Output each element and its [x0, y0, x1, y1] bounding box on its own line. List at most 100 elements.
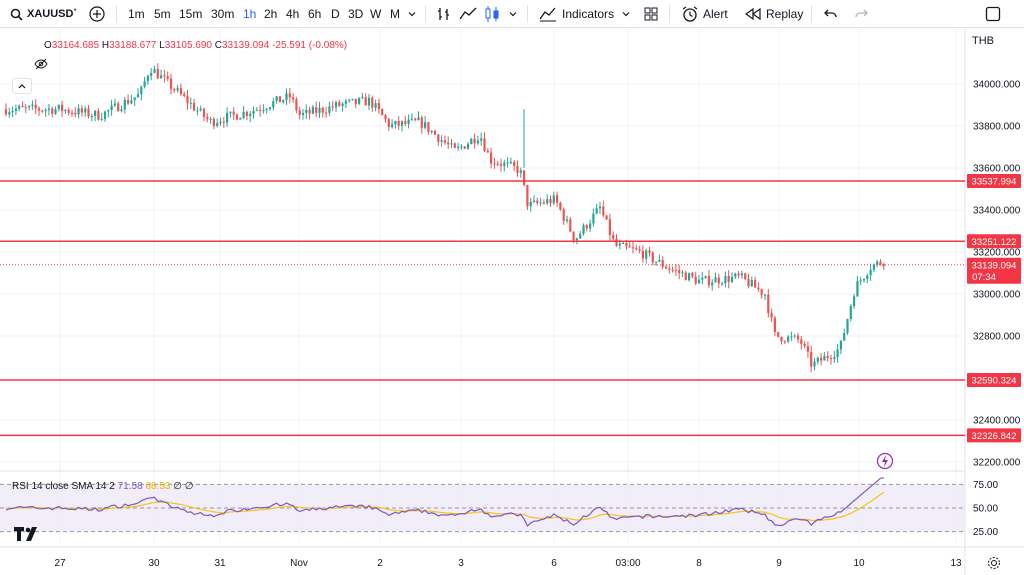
- candle: [179, 83, 182, 97]
- candle: [859, 276, 862, 286]
- timeframe-1m[interactable]: 1m: [128, 7, 145, 21]
- alert-label: Alert: [703, 7, 728, 21]
- candle-body: [839, 340, 842, 350]
- indicators-dropdown[interactable]: [621, 0, 631, 28]
- timeframe-4h[interactable]: 4h: [286, 7, 300, 21]
- timeframe-6h[interactable]: 6h: [308, 7, 322, 21]
- undo-button[interactable]: [823, 0, 839, 28]
- candle-body: [625, 243, 628, 247]
- candle-body: [777, 331, 780, 337]
- timeframe-d[interactable]: D: [331, 7, 340, 21]
- alert-button[interactable]: Alert: [681, 0, 728, 28]
- bar-style-button[interactable]: [436, 0, 452, 28]
- candle-body: [552, 195, 555, 204]
- candle: [334, 100, 338, 112]
- candle: [882, 262, 885, 271]
- time-axis-label: 8: [696, 558, 702, 569]
- replay-button[interactable]: Replay: [745, 0, 803, 28]
- timeframe-5m[interactable]: 5m: [154, 7, 171, 21]
- timeframe-dropdown[interactable]: [407, 0, 417, 28]
- candle: [103, 110, 107, 122]
- chart-settings-button[interactable]: [987, 556, 1001, 575]
- compare-symbol-button[interactable]: [88, 0, 106, 28]
- candle: [8, 107, 11, 118]
- timeframe-15m[interactable]: 15m: [179, 7, 203, 21]
- candle: [460, 143, 463, 150]
- timeframe-w[interactable]: W: [370, 7, 382, 21]
- symbol-name: XAUUSD: [27, 8, 74, 20]
- candle-body: [265, 109, 268, 111]
- candle: [780, 336, 783, 345]
- timeframe-2h[interactable]: 2h: [264, 7, 278, 21]
- candle: [638, 245, 641, 254]
- line-style-button[interactable]: [459, 0, 477, 28]
- open-key: O: [44, 40, 52, 51]
- candle: [569, 216, 572, 233]
- candle: [77, 104, 80, 119]
- timeframe-3d[interactable]: 3D: [348, 7, 364, 21]
- high-key: H: [101, 40, 110, 51]
- candle-body: [311, 107, 314, 114]
- collapse-legend-button[interactable]: [12, 78, 32, 94]
- candle-body: [460, 146, 463, 148]
- candle: [681, 269, 684, 278]
- candle-body: [410, 118, 413, 120]
- candle: [64, 108, 67, 114]
- candle-body: [344, 100, 347, 104]
- candle-body: [806, 346, 809, 352]
- candle: [800, 335, 803, 350]
- fullscreen-button[interactable]: [985, 0, 1001, 28]
- candle-body: [486, 150, 489, 153]
- candle: [816, 356, 819, 365]
- chart-canvas[interactable]: 33537.99433251.12232590.32432326.8423313…: [0, 29, 1024, 575]
- candle: [325, 106, 328, 118]
- bolt-button[interactable]: [876, 452, 894, 475]
- indicators-button[interactable]: Indicators: [539, 0, 614, 28]
- ohlc-legend: O33164.685 H33188.677 L33105.690 C33139.…: [44, 40, 347, 51]
- replay-icon: [745, 7, 761, 21]
- candle: [216, 118, 219, 128]
- candle-body: [255, 109, 258, 111]
- candle-body: [235, 114, 239, 120]
- candle: [176, 84, 179, 93]
- candle-body: [513, 161, 516, 166]
- candle: [100, 112, 103, 122]
- candle-body: [232, 111, 235, 115]
- candle: [849, 304, 852, 322]
- symbol-search[interactable]: XAUUSD *: [10, 0, 77, 28]
- chart-type-dropdown[interactable]: [508, 0, 518, 28]
- candle: [255, 107, 258, 112]
- candle: [361, 92, 364, 100]
- layouts-button[interactable]: [643, 0, 659, 28]
- candle-body: [259, 109, 262, 111]
- price-axis-label: 33600.000: [973, 164, 1021, 175]
- candle-body: [770, 312, 773, 318]
- indicators-icon: [539, 6, 557, 22]
- candle-body: [572, 231, 575, 241]
- hide-indicators-button[interactable]: [34, 57, 48, 75]
- candle: [84, 106, 87, 117]
- candle: [826, 351, 829, 362]
- candle-style-button[interactable]: [484, 0, 500, 28]
- candle-body: [288, 93, 291, 98]
- candle: [387, 117, 390, 132]
- candle: [562, 207, 565, 225]
- candle-body: [787, 336, 790, 342]
- timeframe-m[interactable]: M: [390, 7, 400, 21]
- candle: [74, 107, 77, 118]
- candle-body: [328, 106, 331, 113]
- candle-body: [222, 121, 225, 123]
- candle-body: [651, 252, 654, 263]
- candle-body: [849, 306, 852, 320]
- candle: [259, 104, 262, 117]
- redo-button[interactable]: [853, 0, 869, 28]
- timeframe-1h[interactable]: 1h: [243, 7, 257, 21]
- candle: [651, 251, 654, 266]
- candle-body: [757, 287, 760, 290]
- candle-body: [51, 108, 54, 114]
- candle: [202, 107, 206, 122]
- low-key: L: [159, 40, 165, 51]
- currency-label[interactable]: THB: [972, 35, 994, 47]
- candle: [810, 345, 813, 373]
- timeframe-30m[interactable]: 30m: [211, 7, 235, 21]
